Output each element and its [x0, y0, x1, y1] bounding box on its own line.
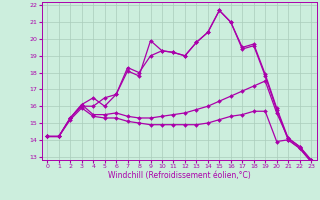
X-axis label: Windchill (Refroidissement éolien,°C): Windchill (Refroidissement éolien,°C) — [108, 171, 251, 180]
